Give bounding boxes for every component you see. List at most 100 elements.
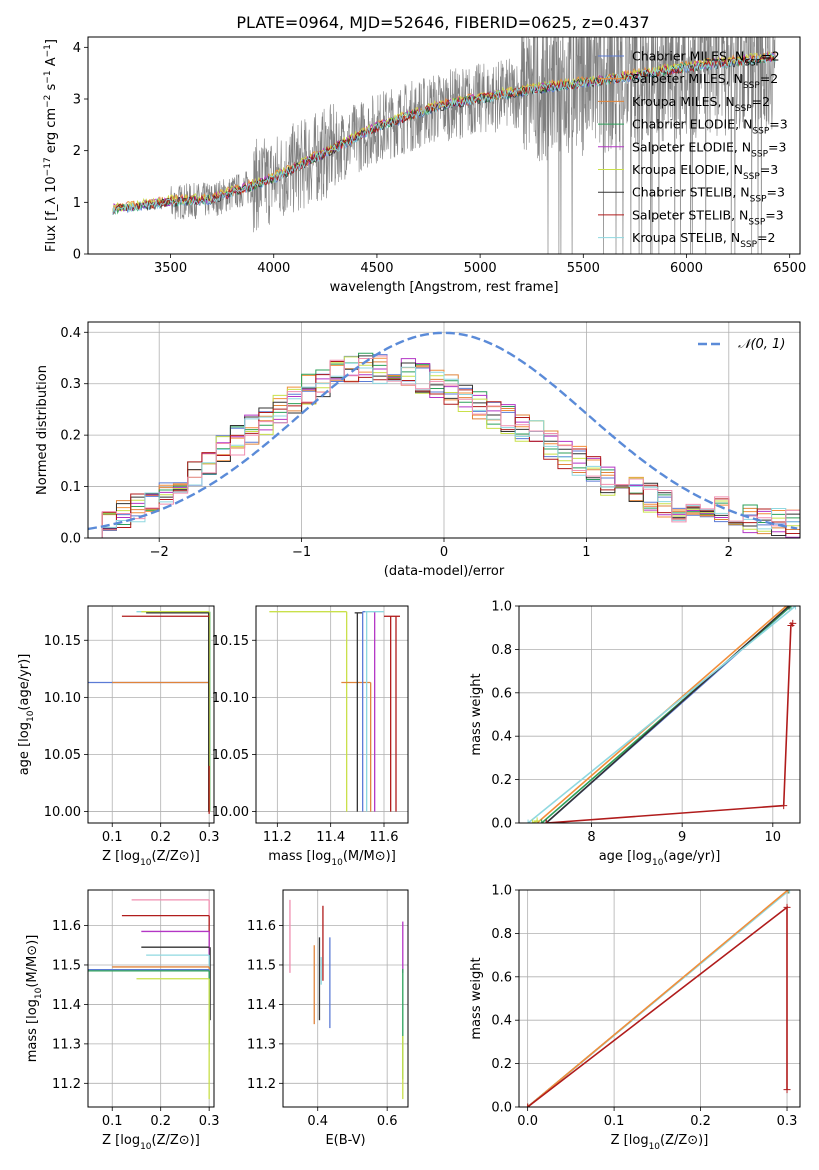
legend-label: Chabrier ELODIE, NSSP=3 [632,117,788,137]
x-tick-label: 9 [678,830,686,845]
segments-clip [269,611,400,812]
y-axis-label: mass weight [469,673,484,755]
figure-title: PLATE=0964, MJD=52646, FIBERID=0625, z=0… [236,13,649,32]
gaussian-curve [88,331,798,531]
x-axis-label: wavelength [Angstrom, rest frame] [330,280,559,295]
y-tick-label: 0.0 [491,1101,512,1116]
x-tick-label: 6500 [773,261,806,276]
x-tick-label: 0.2 [150,830,171,845]
y-axis-label: age [log10(age/yr)] [17,654,36,776]
point-marker [529,819,537,823]
y-tick-label: 11.5 [247,958,276,973]
x-tick-label: 11.4 [316,830,345,845]
x-tick-label: 0.3 [777,1114,798,1129]
y-tick-label: 10.05 [212,748,249,763]
x-tick-label: −2 [150,545,169,560]
spectrum-clip [112,37,776,254]
y-tick-label: 10.15 [44,634,81,649]
y-tick-label: 0.4 [60,326,81,341]
panel-2 [84,606,214,827]
x-axis-label: Z [log10(Z/Z⊙)] [102,1133,200,1152]
point-marker [785,606,793,610]
x-tick-label: 4000 [257,261,290,276]
x-tick-label: 1 [582,545,590,560]
y-tick-label: 10.00 [44,805,81,820]
x-tick-label: 11.2 [263,830,292,845]
y-tick-label: 11.5 [52,958,81,973]
x-tick-label: 0.2 [150,1114,171,1129]
y-tick-label: 0.0 [491,817,512,832]
y-tick-label: 0.0 [60,532,81,547]
y-tick-label: 11.2 [247,1077,276,1092]
cumulative-line [527,606,797,823]
cumulative-line [545,606,790,823]
x-tick-label: 0.1 [102,1114,123,1129]
segments-clip [88,611,211,814]
y-axis-label: Flux [f_λ 10−17 erg cm−2 s−1 A−1] [43,39,59,252]
y-tick-label: 10.05 [44,748,81,763]
legend-label: Kroupa MILES, NSSP=2 [632,94,770,114]
point-marker [785,890,793,894]
plot-frame [87,889,215,1108]
x-tick-label: 0.1 [102,830,123,845]
x-tick-label: −1 [292,545,311,560]
x-tick-label: 5500 [567,261,600,276]
legend-label: Salpeter STELIB, NSSP=3 [632,207,784,227]
y-tick-label: 11.3 [247,1037,276,1052]
x-tick-label: 8 [587,830,595,845]
x-axis-label: Z [log10(Z/Z⊙)] [102,849,200,868]
legend-label: 𝒩(0, 1) [738,337,785,352]
x-tick-label: 0.3 [199,830,220,845]
x-tick-label: 5000 [464,261,497,276]
y-tick-label: 11.2 [52,1077,81,1092]
y-tick-label: 11.4 [52,998,81,1013]
point-marker [786,890,794,894]
y-tick-label: 0.1 [60,480,81,495]
y-tick-label: 0.6 [491,686,512,701]
plot-frame [255,605,409,824]
x-axis-label: (data-model)/error [384,564,505,579]
y-tick-label: 1 [73,196,81,211]
y-tick-label: 0.2 [491,773,512,788]
x-tick-label: 4500 [360,261,393,276]
y-axis-label: mass weight [469,957,484,1039]
y-tick-label: 11.4 [247,998,276,1013]
x-tick-label: 10 [765,830,782,845]
point-marker [783,1086,791,1094]
x-tick-label: 0 [440,545,448,560]
hist-clip [88,331,800,538]
x-axis-label: mass [log10(M/M⊙)] [268,849,396,868]
panel-7 [515,889,800,1111]
y-tick-label: 11.6 [247,919,276,934]
histogram-step [88,361,800,538]
point-marker [789,619,797,627]
legend-label: Salpeter ELODIE, NSSP=3 [632,139,786,159]
cumulative-line [527,905,788,1107]
y-axis-label: mass [log10(M/M⊙)] [25,935,44,1063]
model-spectrum-line [112,53,776,215]
y-tick-label: 0.8 [491,643,512,658]
x-tick-label: 2 [725,545,733,560]
y-tick-label: 0.2 [491,1057,512,1072]
y-tick-label: 2 [73,144,81,159]
cumulative-line [546,622,794,823]
y-tick-label: 0 [73,248,81,263]
y-tick-label: 11.3 [52,1037,81,1052]
x-tick-label: 0.2 [690,1114,711,1129]
cumulative-clip [524,890,794,1107]
y-tick-label: 0.4 [491,730,512,745]
histogram-step [88,362,800,538]
plot-frame [518,605,801,824]
legend-label: Kroupa STELIB, NSSP=2 [632,230,776,250]
panel-3 [252,606,408,827]
y-tick-label: 1.0 [491,600,512,615]
y-tick-label: 4 [73,41,81,56]
point-marker [787,606,795,610]
segments-clip [88,899,211,1100]
plot-frame [87,605,215,824]
x-axis-label: age [log10(age/yr)] [599,849,721,868]
x-tick-label: 0.3 [199,1114,220,1129]
y-tick-label: 0.4 [491,1014,512,1029]
x-tick-label: 6000 [670,261,703,276]
